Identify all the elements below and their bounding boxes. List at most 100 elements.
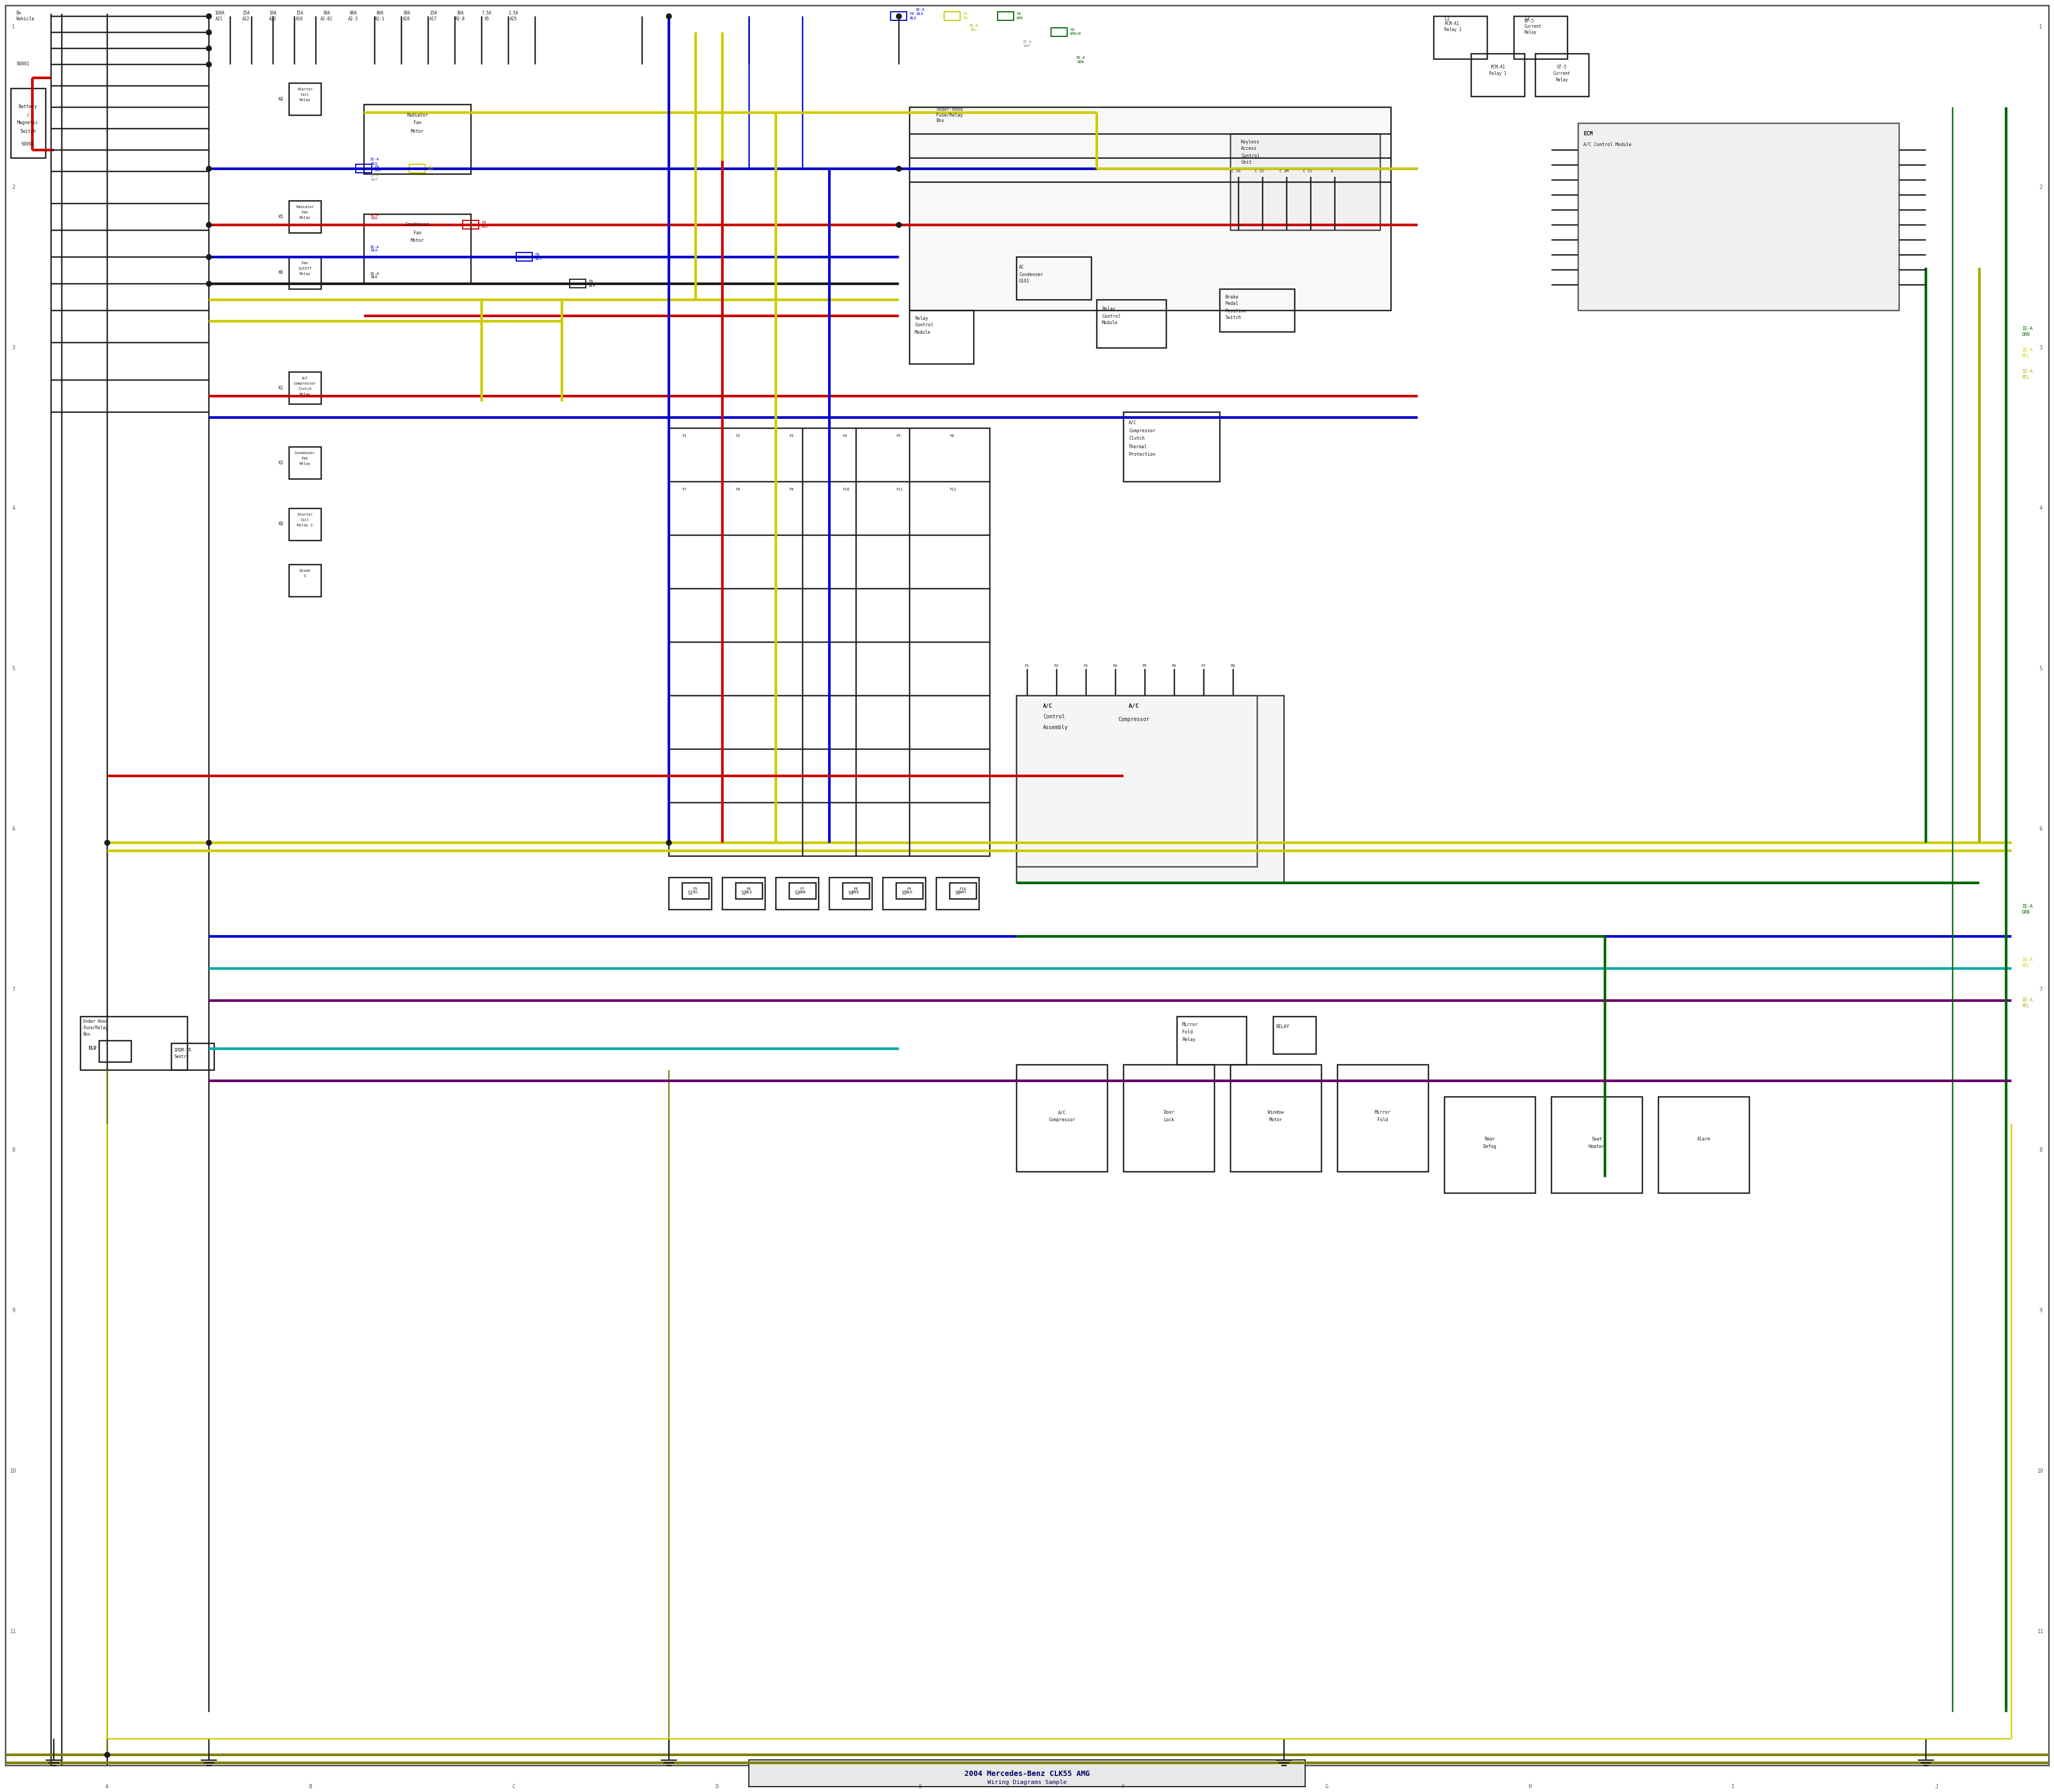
Text: P7: P7: [1202, 665, 1206, 668]
Text: 30A
A2-81: 30A A2-81: [320, 11, 333, 22]
Text: 7: 7: [12, 987, 14, 993]
Text: 15A
A22: 15A A22: [242, 11, 251, 22]
Text: K8: K8: [279, 521, 283, 527]
Text: Fuse/Relay: Fuse/Relay: [82, 1025, 107, 1030]
Text: Control: Control: [1101, 314, 1121, 319]
Text: Relay: Relay: [300, 99, 310, 102]
Text: F2: F2: [735, 434, 739, 437]
Text: F8
BLK: F8 BLK: [587, 280, 596, 287]
Text: K6: K6: [279, 271, 283, 276]
Text: IE-A
YEL: IE-A YEL: [2021, 998, 2033, 1009]
Text: Compressor: Compressor: [294, 382, 316, 385]
Text: Control: Control: [914, 323, 933, 328]
Bar: [364, 213, 470, 283]
Text: IE-A
BLU: IE-A BLU: [370, 246, 380, 253]
Text: 3: 3: [2040, 346, 2042, 351]
Text: Module: Module: [914, 330, 930, 335]
Text: Mirror: Mirror: [1183, 1023, 1197, 1027]
Text: IE-A
WHT: IE-A WHT: [1023, 41, 1031, 47]
Text: Switch: Switch: [1224, 315, 1241, 321]
Text: K4: K4: [279, 97, 283, 102]
Bar: [830, 878, 871, 909]
Text: IE-A
WHT: IE-A WHT: [370, 174, 380, 181]
Text: E: E: [918, 1785, 922, 1790]
Text: Control: Control: [1241, 154, 1259, 158]
Text: S0001: S0001: [16, 61, 29, 66]
Text: Current: Current: [1553, 72, 1571, 75]
Bar: [409, 165, 425, 172]
Text: Defog: Defog: [1483, 1145, 1497, 1149]
Bar: [1534, 54, 1588, 97]
Text: P2: P2: [1054, 665, 1058, 668]
Text: F5: F5: [896, 434, 900, 437]
Text: IE-A
BLU: IE-A BLU: [916, 9, 924, 16]
Text: F8
RED: F8 RED: [852, 887, 859, 894]
Text: IE-A
YEL: IE-A YEL: [2021, 369, 2033, 380]
Text: IPDM-TR: IPDM-TR: [175, 1048, 191, 1052]
Text: Coil: Coil: [300, 93, 310, 97]
Text: 100A
A21: 100A A21: [214, 11, 224, 22]
Text: Module: Module: [1101, 321, 1117, 326]
Text: A/C: A/C: [1058, 1111, 1066, 1115]
Text: G: G: [1325, 1785, 1329, 1790]
Bar: [750, 1760, 1304, 1787]
Text: 6: 6: [2040, 826, 2042, 831]
Bar: [1577, 124, 1898, 310]
Bar: [290, 509, 320, 539]
Text: 10A
A23: 10A A23: [269, 11, 277, 22]
Text: Under-Hood
Fuse/Relay
Box: Under-Hood Fuse/Relay Box: [937, 108, 963, 124]
Bar: [290, 201, 320, 233]
Bar: [883, 878, 926, 909]
Text: GT-5
Current
Relay: GT-5 Current Relay: [1524, 18, 1543, 34]
Bar: [290, 371, 320, 403]
Text: P3: P3: [1085, 665, 1089, 668]
Text: A/C Control Module: A/C Control Module: [1584, 142, 1631, 147]
Text: 15A
A17: 15A A17: [429, 11, 438, 22]
Text: F7: F7: [682, 487, 686, 491]
Text: Relay: Relay: [300, 462, 310, 466]
Text: 4: 4: [12, 505, 14, 511]
Text: A: A: [1331, 170, 1333, 172]
Text: F4: F4: [842, 434, 846, 437]
Text: IE-A
GRN: IE-A GRN: [2021, 326, 2033, 337]
Text: Fan: Fan: [413, 231, 421, 235]
Bar: [945, 13, 959, 20]
Text: IE-A
BLU: IE-A BLU: [370, 158, 380, 165]
Text: 2.5A
A25: 2.5A A25: [509, 11, 518, 22]
Text: 2: 2: [12, 185, 14, 190]
Text: F8: F8: [735, 487, 739, 491]
Text: F10: F10: [842, 487, 848, 491]
Text: ECM: ECM: [1584, 131, 1592, 136]
Text: F8
BLU: F8 BLU: [534, 253, 542, 260]
Text: Control: Control: [1043, 715, 1066, 719]
Bar: [1124, 412, 1220, 482]
Bar: [998, 13, 1013, 20]
Bar: [776, 878, 817, 909]
Text: Condenser: Condenser: [1019, 272, 1043, 276]
Bar: [1551, 1097, 1641, 1193]
Text: P1: P1: [1025, 665, 1029, 668]
Bar: [170, 1043, 214, 1070]
Text: Compressor: Compressor: [1128, 428, 1154, 434]
Text: 1: 1: [2040, 23, 2042, 29]
Text: Alarm: Alarm: [1697, 1136, 1711, 1142]
Text: GT-5: GT-5: [1557, 65, 1567, 70]
Text: Battery: Battery: [18, 104, 37, 109]
Bar: [1052, 29, 1068, 36]
Text: 6: 6: [12, 826, 14, 831]
Text: Sentry: Sentry: [175, 1055, 189, 1059]
Text: Fold: Fold: [1183, 1030, 1193, 1034]
Bar: [1514, 16, 1567, 59]
Text: Motor: Motor: [1269, 1118, 1282, 1122]
Bar: [290, 564, 320, 597]
Text: Starter: Starter: [298, 88, 312, 91]
Text: 7: 7: [2040, 987, 2042, 993]
Text: F12: F12: [949, 487, 957, 491]
Bar: [1471, 54, 1524, 97]
Bar: [1658, 1097, 1750, 1193]
Bar: [290, 446, 320, 478]
Text: 4: 4: [2040, 505, 2042, 511]
Text: F6
BLU: F6 BLU: [374, 165, 382, 172]
Text: 15A
A16: 15A A16: [296, 11, 304, 22]
Text: 9: 9: [12, 1308, 14, 1314]
